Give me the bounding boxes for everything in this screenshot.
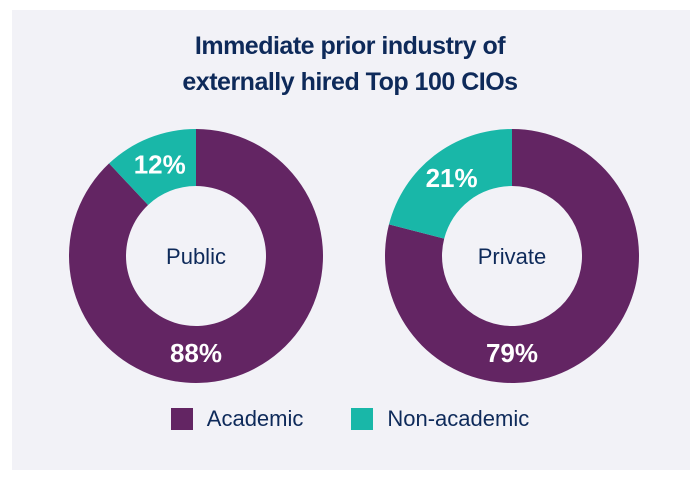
title-line-2: externally hired Top 100 CIOs — [182, 68, 518, 96]
data-label-private-academic: 79% — [486, 338, 538, 368]
data-label-private-non-academic: 21% — [426, 163, 478, 193]
donut-center-label-private: Private — [478, 244, 546, 269]
donut-center-label-public: Public — [166, 244, 226, 269]
legend-item-non-academic: Non-academic — [351, 406, 529, 432]
legend-item-academic: Academic — [170, 406, 304, 432]
slice-private-academic — [384, 129, 639, 383]
slice-public-non-academic — [109, 129, 196, 205]
legend-label-academic: Academic — [206, 406, 304, 431]
data-label-public-non-academic: 12% — [134, 149, 186, 179]
legend-label-non-academic: Non-academic — [387, 406, 530, 431]
legend-swatch-academic — [170, 408, 193, 430]
slice-private-non-academic — [388, 129, 512, 239]
legend-swatch-non-academic — [351, 408, 374, 430]
legend: Academic Non-academic — [0, 406, 700, 432]
slice-public-academic — [69, 129, 323, 383]
title-line-1: Immediate prior industry of — [194, 32, 506, 60]
chart-title: Immediate prior industry of externally h… — [0, 28, 700, 100]
data-label-public-academic: 88% — [170, 338, 222, 368]
